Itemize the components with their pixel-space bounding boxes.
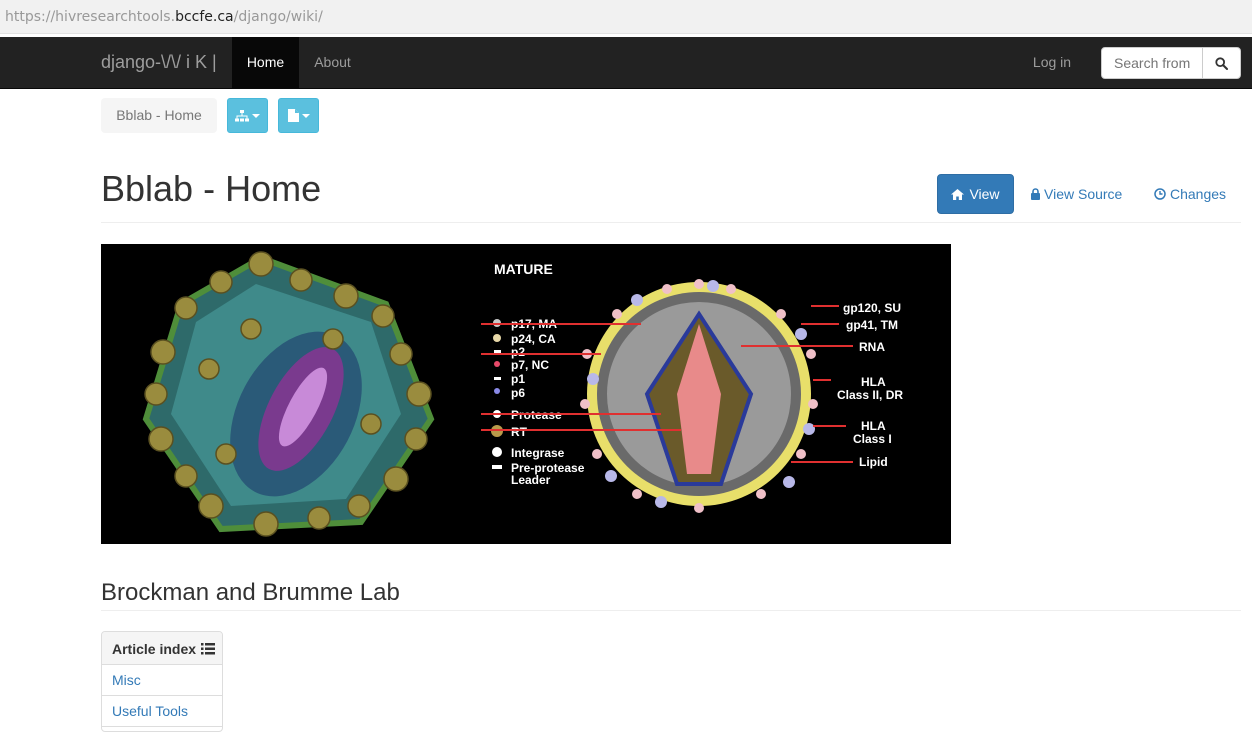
label-integrase: Integrase <box>511 446 565 460</box>
sitemap-icon <box>235 109 249 121</box>
login-link[interactable]: Log in <box>1032 54 1072 70</box>
section-divider <box>101 610 1241 611</box>
section-heading: Brockman and Brumme Lab <box>101 579 400 606</box>
search-input[interactable] <box>1101 47 1203 79</box>
hiv-virion-illustration: MATURE p17, MA p24, CA p2 p7, NC p1 p6 P… <box>101 244 951 544</box>
changes-label: Changes <box>1170 186 1227 202</box>
url-text[interactable]: https://hivresearchtools.bccfe.ca/django… <box>5 9 323 25</box>
label-leader: Leader <box>511 473 551 487</box>
label-p6: p6 <box>511 386 525 400</box>
article-index-item-misc[interactable]: Misc <box>102 665 222 696</box>
label-class-ii: Class II, DR <box>837 388 903 402</box>
page-title: Bblab - Home <box>101 168 322 209</box>
changes-link[interactable]: Changes <box>1154 174 1226 214</box>
view-source-label: View Source <box>1044 186 1123 202</box>
nav-home[interactable]: Home <box>232 37 299 88</box>
sitemap-dropdown-button[interactable] <box>227 98 268 133</box>
label-gp120: gp120, SU <box>843 301 901 315</box>
top-navbar: django-\/\/ i K | Home About Log in <box>0 37 1252 89</box>
article-index-item-useful-tools[interactable]: Useful Tools <box>102 696 222 727</box>
view-source-link[interactable]: View Source <box>1031 174 1122 214</box>
hiv-virion-image: MATURE p17, MA p24, CA p2 p7, NC p1 p6 P… <box>101 244 951 544</box>
label-gp41: gp41, TM <box>846 318 898 332</box>
label-lipid: Lipid <box>859 455 888 469</box>
caret-down-icon <box>301 113 310 118</box>
home-icon <box>951 188 965 200</box>
label-hla-2: HLA <box>861 419 886 433</box>
label-p2: p2 <box>511 345 525 359</box>
address-bar[interactable]: https://hivresearchtools.bccfe.ca/django… <box>0 0 1252 34</box>
label-class-i: Class I <box>853 432 892 446</box>
lock-icon <box>1031 188 1040 200</box>
article-index: Article index Misc Useful Tools <box>101 631 223 732</box>
clock-icon <box>1154 188 1166 200</box>
view-label: View <box>969 186 1000 202</box>
label-p1: p1 <box>511 372 525 386</box>
url-host: bccfe.ca <box>175 9 234 25</box>
url-path: /django/wiki/ <box>233 9 323 25</box>
figure-heading: MATURE <box>494 261 553 277</box>
title-divider <box>101 222 1241 223</box>
list-icon <box>201 643 216 655</box>
article-dropdown-button[interactable] <box>278 98 319 133</box>
label-rt: RT <box>511 425 528 439</box>
article-index-label: Article index <box>112 641 197 657</box>
caret-down-icon <box>252 113 260 118</box>
label-pre-protease: Pre-protease <box>511 461 585 475</box>
file-icon <box>287 109 299 122</box>
url-prefix: https://hivresearchtools. <box>5 9 176 25</box>
article-index-heading: Article index <box>102 632 222 665</box>
left-label-group: p17, MA p24, CA p2 p7, NC p1 p6 Protease… <box>491 317 585 487</box>
label-rna: RNA <box>859 340 885 354</box>
nav-about[interactable]: About <box>314 54 351 70</box>
breadcrumb[interactable]: Bblab - Home <box>101 98 217 133</box>
label-hla-1: HLA <box>861 375 886 389</box>
brand-link[interactable]: django-\/\/ i K | <box>101 52 217 72</box>
label-p24: p24, CA <box>511 332 556 346</box>
search-button[interactable] <box>1202 47 1241 79</box>
label-p7: p7, NC <box>511 358 549 372</box>
view-button[interactable]: View <box>937 174 1014 214</box>
search-icon <box>1215 56 1228 70</box>
